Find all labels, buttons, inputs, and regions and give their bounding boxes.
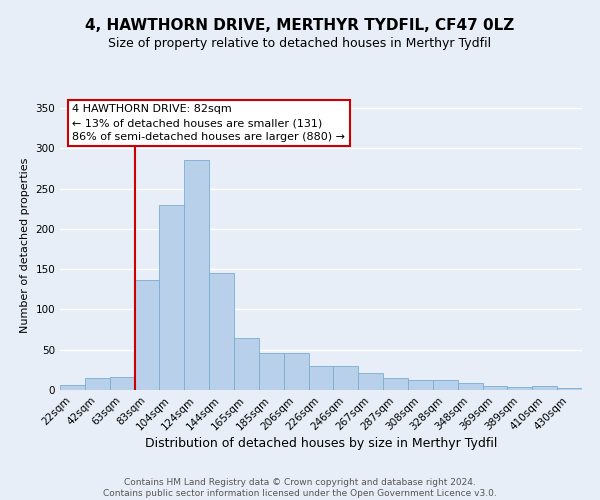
- Bar: [482, 386, 508, 390]
- Bar: [458, 383, 482, 390]
- Bar: [85, 378, 110, 390]
- Bar: [408, 380, 433, 390]
- Bar: [532, 386, 557, 390]
- Y-axis label: Number of detached properties: Number of detached properties: [20, 158, 30, 332]
- Bar: [259, 353, 284, 390]
- Bar: [557, 388, 582, 390]
- Text: 4, HAWTHORN DRIVE, MERTHYR TYDFIL, CF47 0LZ: 4, HAWTHORN DRIVE, MERTHYR TYDFIL, CF47 …: [85, 18, 515, 32]
- Bar: [358, 373, 383, 390]
- Text: 4 HAWTHORN DRIVE: 82sqm
← 13% of detached houses are smaller (131)
86% of semi-d: 4 HAWTHORN DRIVE: 82sqm ← 13% of detache…: [73, 104, 346, 142]
- Bar: [334, 366, 358, 390]
- Bar: [284, 353, 308, 390]
- Bar: [60, 385, 85, 390]
- Text: Contains HM Land Registry data © Crown copyright and database right 2024.
Contai: Contains HM Land Registry data © Crown c…: [103, 478, 497, 498]
- Bar: [433, 380, 458, 390]
- Bar: [110, 377, 134, 390]
- Bar: [308, 366, 334, 390]
- Bar: [383, 378, 408, 390]
- Bar: [134, 280, 160, 390]
- Bar: [209, 273, 234, 390]
- Text: Size of property relative to detached houses in Merthyr Tydfil: Size of property relative to detached ho…: [109, 38, 491, 51]
- Bar: [234, 338, 259, 390]
- Bar: [184, 160, 209, 390]
- Bar: [160, 204, 184, 390]
- X-axis label: Distribution of detached houses by size in Merthyr Tydfil: Distribution of detached houses by size …: [145, 438, 497, 450]
- Bar: [508, 387, 532, 390]
